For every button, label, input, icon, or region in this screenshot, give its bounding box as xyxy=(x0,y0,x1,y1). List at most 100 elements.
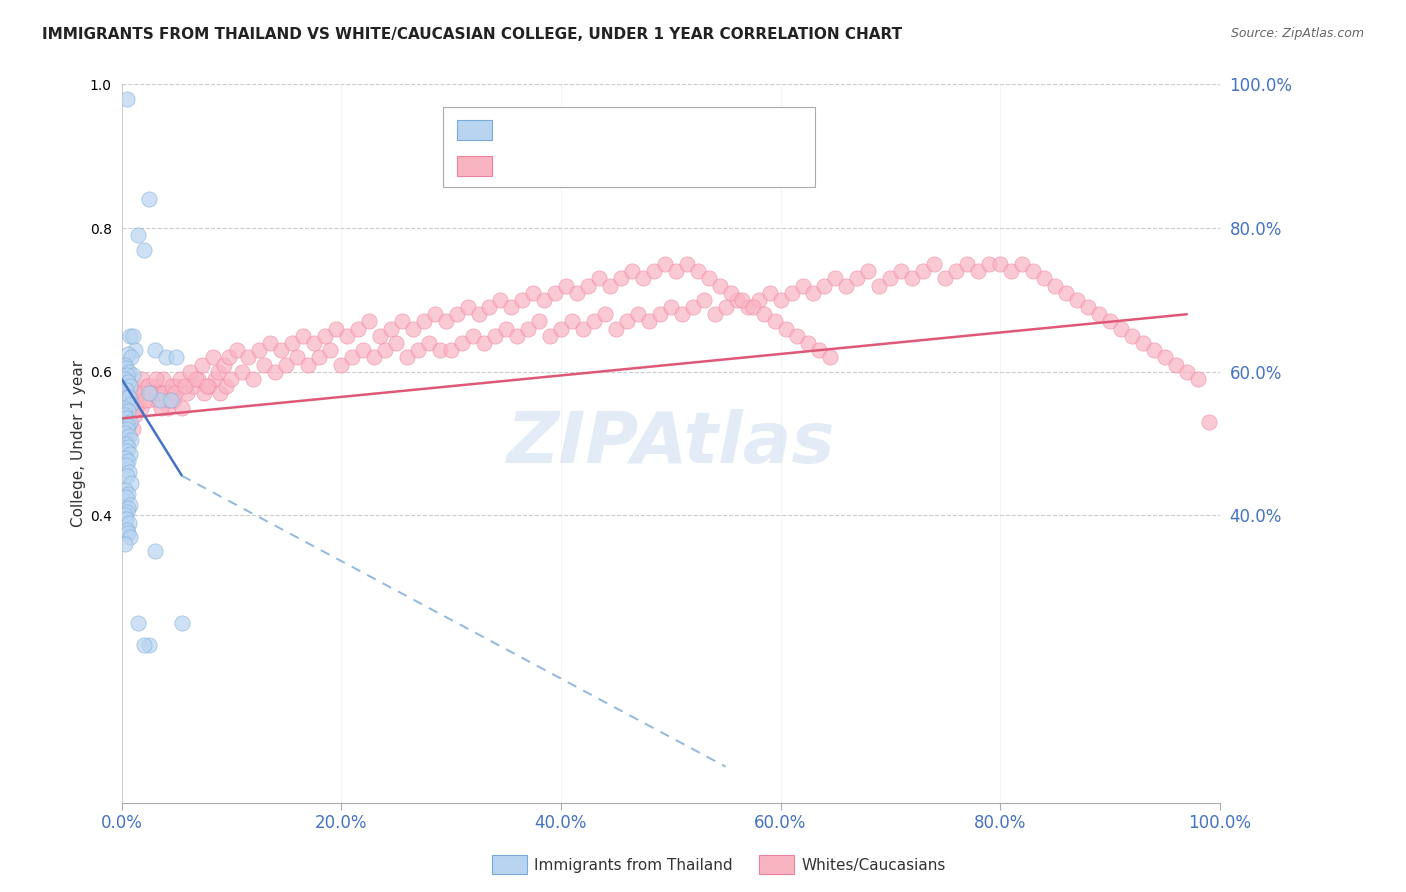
Point xyxy=(118,516,141,530)
Point xyxy=(120,433,142,447)
Point xyxy=(593,307,616,321)
Point xyxy=(114,372,136,386)
Point xyxy=(780,285,803,300)
Point xyxy=(127,228,149,243)
Point xyxy=(201,351,224,365)
Point xyxy=(117,501,139,516)
Point xyxy=(270,343,292,358)
Point xyxy=(1109,321,1132,335)
Point xyxy=(152,372,174,386)
Point xyxy=(132,243,155,257)
Point xyxy=(336,328,359,343)
Point xyxy=(114,408,136,422)
Point xyxy=(616,314,638,328)
Point xyxy=(567,285,589,300)
Point xyxy=(155,393,177,408)
Point xyxy=(391,314,413,328)
Point xyxy=(117,526,139,541)
Point xyxy=(117,487,139,501)
Point xyxy=(769,293,792,307)
Point xyxy=(118,393,141,408)
Point xyxy=(748,293,770,307)
Point xyxy=(538,328,561,343)
Point xyxy=(247,343,270,358)
Point xyxy=(121,422,143,436)
Point xyxy=(544,285,567,300)
Point xyxy=(117,404,139,418)
Point xyxy=(467,307,489,321)
Point xyxy=(195,379,218,393)
Text: ZIPAtlas: ZIPAtlas xyxy=(506,409,835,478)
Point xyxy=(115,512,138,526)
Point xyxy=(121,368,143,383)
Point xyxy=(1011,257,1033,271)
Point xyxy=(131,372,153,386)
Text: N =: N = xyxy=(612,161,645,175)
Point xyxy=(512,293,534,307)
Point xyxy=(901,271,924,285)
Point xyxy=(259,336,281,351)
Point xyxy=(582,314,605,328)
Point xyxy=(576,278,599,293)
Point xyxy=(725,293,748,307)
Text: Immigrants from Thailand: Immigrants from Thailand xyxy=(534,858,733,872)
Point xyxy=(141,386,163,401)
Point xyxy=(149,386,172,401)
Point xyxy=(124,408,146,422)
Point xyxy=(134,393,156,408)
Point xyxy=(737,300,759,314)
Point xyxy=(1154,351,1177,365)
Point xyxy=(692,293,714,307)
Point xyxy=(297,358,319,372)
Point xyxy=(1088,307,1111,321)
Point xyxy=(516,321,538,335)
Point xyxy=(346,321,368,335)
Point xyxy=(775,321,797,335)
Point xyxy=(115,361,138,376)
Point xyxy=(176,386,198,401)
Point xyxy=(599,278,621,293)
Point xyxy=(610,271,633,285)
Point xyxy=(276,358,298,372)
Point xyxy=(522,285,544,300)
Point xyxy=(190,358,212,372)
Point xyxy=(114,425,136,440)
Point xyxy=(138,393,160,408)
Point xyxy=(342,351,364,365)
Point xyxy=(325,321,347,335)
Point xyxy=(165,386,187,401)
Point xyxy=(120,498,142,512)
Point xyxy=(186,372,208,386)
Point xyxy=(204,372,226,386)
Point xyxy=(291,328,314,343)
Point xyxy=(114,450,136,465)
Point xyxy=(120,393,142,408)
Point xyxy=(143,379,166,393)
Point xyxy=(115,92,138,106)
Point xyxy=(114,508,136,523)
Text: 65: 65 xyxy=(647,125,668,139)
Point xyxy=(406,343,429,358)
Point xyxy=(285,351,308,365)
Point xyxy=(633,271,655,285)
Point xyxy=(709,278,731,293)
Point xyxy=(1121,328,1143,343)
Point xyxy=(763,314,786,328)
Point xyxy=(688,264,710,278)
Point xyxy=(352,343,374,358)
Point xyxy=(115,422,138,436)
Point xyxy=(127,393,149,408)
Point xyxy=(945,264,967,278)
Point xyxy=(181,379,204,393)
Point xyxy=(215,379,238,393)
Point xyxy=(401,321,423,335)
Point xyxy=(120,415,142,429)
Point xyxy=(120,328,142,343)
Point xyxy=(114,483,136,498)
Point xyxy=(319,343,342,358)
Text: R =: R = xyxy=(502,161,540,175)
Point xyxy=(797,336,820,351)
Point xyxy=(120,397,142,411)
Point xyxy=(118,390,141,404)
Point xyxy=(193,386,215,401)
